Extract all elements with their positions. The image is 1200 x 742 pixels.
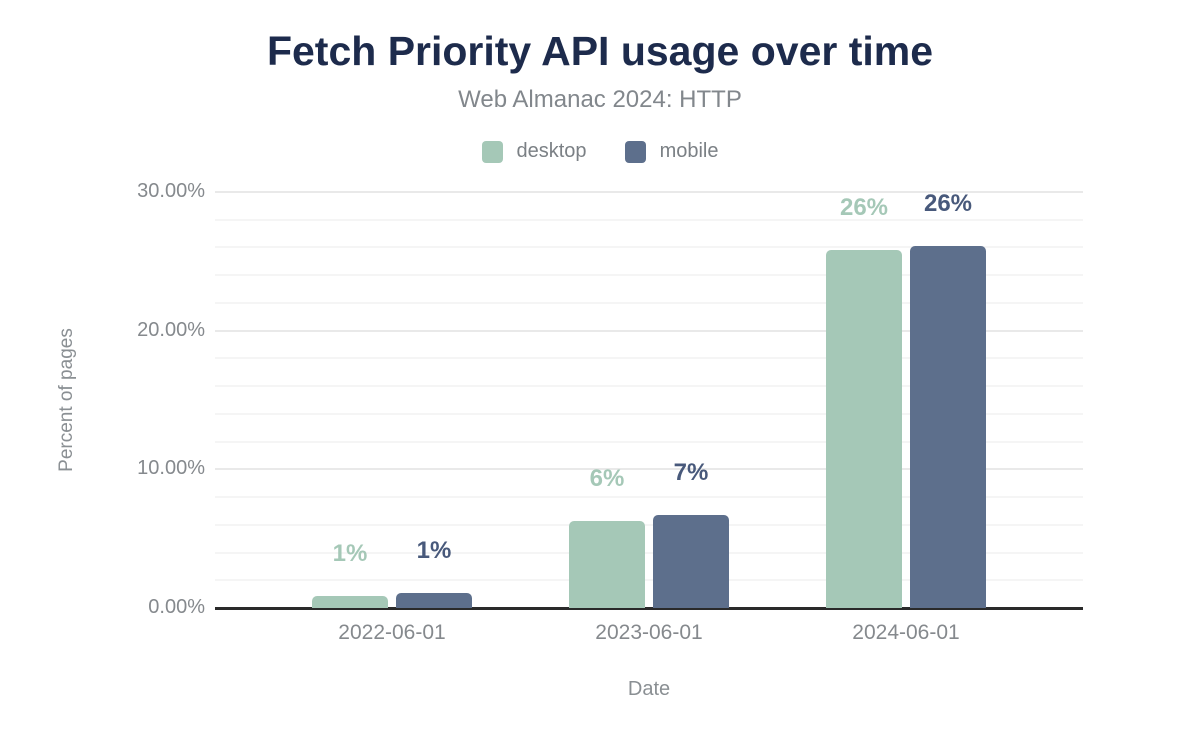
bar-desktop-2024-06-01[interactable] [826, 250, 902, 608]
gridline-minor [215, 385, 1083, 388]
bar-desktop-2022-06-01[interactable] [312, 595, 388, 608]
y-axis-title: Percent of pages [56, 328, 77, 472]
legend-item-mobile: mobile [624, 140, 719, 163]
bar-mobile-2023-06-01[interactable] [653, 515, 729, 608]
chart-title: Fetch Priority API usage over time [266, 28, 934, 74]
bar-column-mobile-2023-06-01: 7% [653, 459, 729, 608]
gridline-minor [215, 551, 1083, 554]
gridline-minor [215, 218, 1083, 221]
gridline-major [215, 191, 1083, 193]
value-label-desktop-2023-06-01: 6% [589, 464, 625, 492]
bar-column-mobile-2024-06-01: 26% [910, 190, 986, 608]
bar-column-mobile-2022-06-01: 1% [396, 537, 472, 608]
value-label-mobile-2022-06-01: 1% [416, 536, 452, 564]
bar-group-2023-06-01: 6% 7% [569, 192, 729, 608]
gridline-minor [215, 440, 1083, 443]
value-label-mobile-2023-06-01: 7% [673, 459, 709, 487]
x-axis-baseline [215, 607, 1083, 610]
legend-swatch-mobile [624, 140, 646, 163]
gridline-major [215, 468, 1083, 471]
gridline-minor [215, 579, 1083, 582]
legend-item-desktop: desktop [481, 140, 587, 163]
chart-subtitle: Web Almanac 2024: HTTP [458, 86, 742, 113]
gridline-minor [215, 496, 1083, 499]
legend-label-desktop: desktop [516, 140, 587, 162]
legend-swatch-desktop [481, 140, 503, 163]
legend-label-mobile: mobile [659, 140, 719, 162]
x-tick-label-2022-06-01: 2022-06-01 [338, 621, 446, 644]
gridline-minor [215, 274, 1083, 277]
bar-group-2024-06-01: 26% 26% [826, 190, 986, 608]
gridline-minor [215, 246, 1083, 249]
plot-area: 1% 1% 6% 7% 26% 26% [215, 190, 1083, 610]
gridline-minor [215, 357, 1083, 360]
gridline-minor [215, 412, 1083, 415]
legend: desktop mobile [0, 140, 1200, 163]
gridline-major [215, 329, 1083, 332]
y-tick-label: 30.00% [137, 180, 205, 202]
x-axis-title: Date [627, 678, 671, 700]
value-label-desktop-2022-06-01: 1% [332, 539, 368, 567]
gridline-minor [215, 301, 1083, 304]
bar-column-desktop-2022-06-01: 1% [312, 540, 388, 608]
bar-group-2022-06-01: 1% 1% [312, 192, 472, 608]
value-label-mobile-2024-06-01: 26% [923, 190, 973, 218]
y-tick-label: 20.00% [137, 318, 205, 341]
bar-mobile-2022-06-01[interactable] [396, 592, 472, 608]
bar-column-desktop-2023-06-01: 6% [569, 465, 645, 608]
bar-desktop-2023-06-01[interactable] [569, 520, 645, 608]
y-tick-label: 10.00% [137, 457, 205, 480]
y-tick-label: 0.00% [148, 596, 205, 618]
x-tick-label-2023-06-01: 2023-06-01 [595, 621, 703, 644]
gridline-minor [215, 523, 1083, 526]
value-label-desktop-2024-06-01: 26% [839, 194, 889, 222]
bar-mobile-2024-06-01[interactable] [910, 246, 986, 608]
x-tick-label-2024-06-01: 2024-06-01 [852, 621, 960, 644]
bar-column-desktop-2024-06-01: 26% [826, 194, 902, 608]
